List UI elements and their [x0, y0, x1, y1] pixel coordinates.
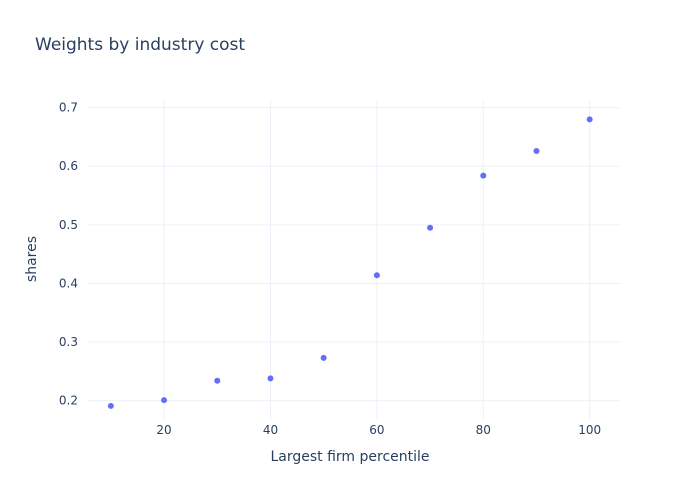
- x-tick-label: 100: [578, 423, 601, 437]
- data-point[interactable]: [107, 402, 114, 409]
- y-tick-label: 0.2: [59, 394, 78, 408]
- data-point[interactable]: [586, 116, 593, 123]
- x-tick-label: 60: [369, 423, 384, 437]
- points-layer: [107, 116, 593, 409]
- chart-title: Weights by industry cost: [35, 35, 245, 55]
- y-tick-label: 0.7: [59, 101, 78, 115]
- data-point[interactable]: [320, 354, 327, 361]
- y-tick-label: 0.5: [59, 218, 78, 232]
- data-point[interactable]: [533, 147, 540, 154]
- data-point[interactable]: [267, 375, 274, 382]
- y-tick-label: 0.4: [59, 276, 78, 290]
- y-axis-ticks: 0.2 0.3 0.4 0.5 0.6 0.7: [59, 101, 78, 408]
- data-point[interactable]: [373, 272, 380, 279]
- data-point[interactable]: [161, 397, 168, 404]
- y-axis-label: shares: [24, 236, 40, 282]
- x-axis-label: Largest firm percentile: [270, 449, 429, 465]
- x-tick-label: 40: [263, 423, 278, 437]
- data-point[interactable]: [480, 172, 487, 179]
- x-tick-label: 80: [476, 423, 491, 437]
- data-point[interactable]: [214, 377, 221, 384]
- x-tick-label: 20: [156, 423, 171, 437]
- data-point[interactable]: [427, 224, 434, 231]
- y-tick-label: 0.3: [59, 335, 78, 349]
- x-axis-ticks: 20 40 60 80 100: [156, 423, 601, 437]
- grid-layer: [88, 100, 620, 420]
- y-tick-label: 0.6: [59, 159, 78, 173]
